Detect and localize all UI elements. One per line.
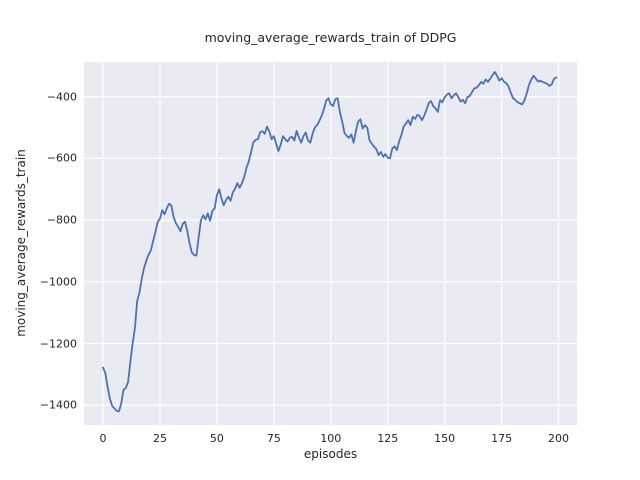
y-tick-label: −1000 [39, 275, 77, 289]
x-tick-label: 175 [491, 432, 513, 445]
x-tick-label: 200 [548, 432, 570, 445]
x-tick-label: 0 [99, 432, 107, 445]
y-tick-label: −400 [46, 90, 77, 104]
x-tick-label: 150 [434, 432, 456, 445]
y-tick-label: −1400 [39, 398, 77, 412]
chart-title: moving_average_rewards_train of DDPG [204, 30, 457, 45]
x-tick-label: 125 [377, 432, 399, 445]
y-tick-label: −600 [46, 151, 77, 165]
x-tick-label: 25 [152, 432, 167, 445]
y-tick-label: −800 [46, 213, 77, 227]
y-axis-label-text: moving_average_rewards_train [14, 149, 28, 337]
x-tick-label: 100 [320, 432, 342, 445]
x-axis-label: episodes [303, 447, 358, 461]
series-line [102, 71, 558, 413]
x-tick-label: 50 [209, 432, 224, 445]
y-tick-label: −1200 [39, 337, 77, 351]
x-tick-label: 75 [266, 432, 281, 445]
